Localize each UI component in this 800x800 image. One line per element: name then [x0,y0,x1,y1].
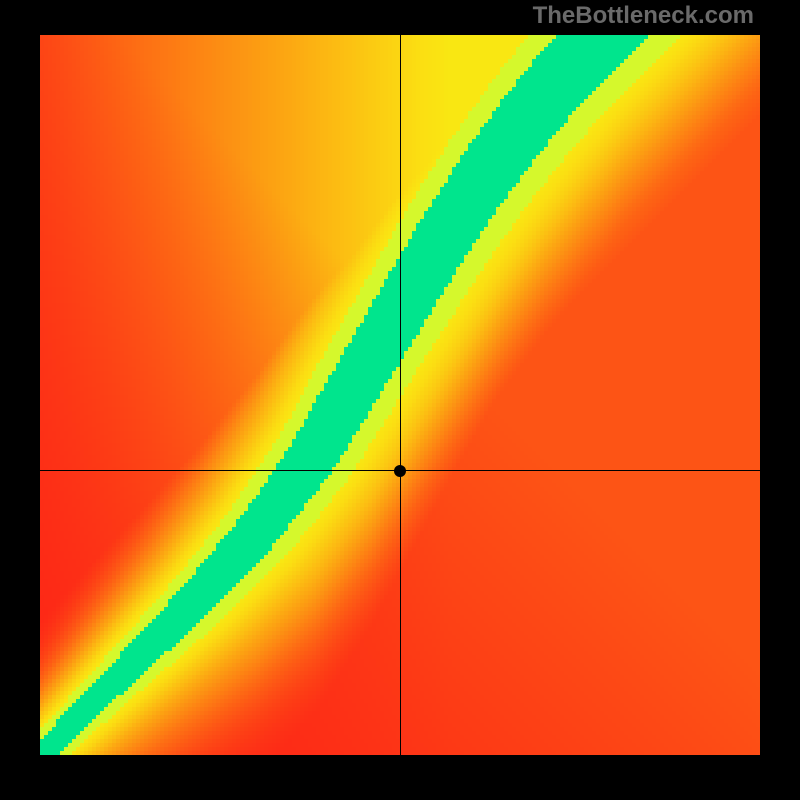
crosshair-vertical [400,35,401,755]
data-point-marker [394,465,406,477]
chart-frame: { "watermark": { "text": "TheBottleneck.… [0,0,800,800]
watermark-text: TheBottleneck.com [533,2,754,30]
